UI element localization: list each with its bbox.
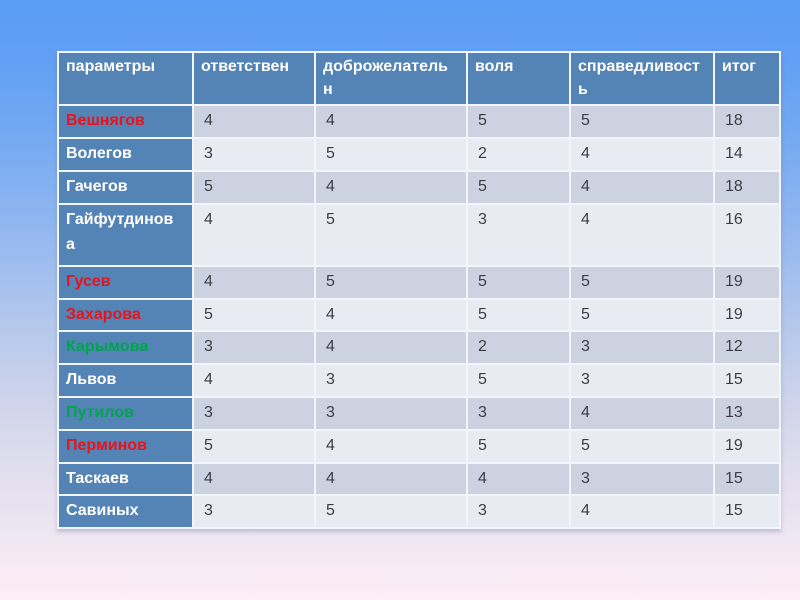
table-row: Львов 4 3 5 3 15 bbox=[57, 363, 781, 399]
column-header: итог bbox=[713, 50, 781, 107]
score-cell: 4 bbox=[314, 428, 468, 464]
total-cell: 19 bbox=[713, 428, 781, 464]
score-cell: 5 bbox=[466, 104, 571, 140]
table-row: Гусев 4 5 5 5 19 bbox=[57, 264, 781, 300]
score-cell: 5 bbox=[192, 297, 316, 333]
student-name-cell: Гачегов bbox=[57, 170, 194, 205]
total-cell: 16 bbox=[713, 202, 781, 267]
score-cell: 4 bbox=[192, 461, 316, 497]
score-cell: 5 bbox=[466, 264, 571, 300]
student-name-cell: Львов bbox=[57, 363, 194, 399]
score-cell: 4 bbox=[569, 396, 715, 431]
student-name-cell: Гусев bbox=[57, 264, 194, 300]
score-cell: 4 bbox=[314, 461, 468, 497]
score-cell: 4 bbox=[314, 170, 468, 205]
table-row: Захарова 5 4 5 5 19 bbox=[57, 297, 781, 333]
score-cell: 4 bbox=[569, 494, 715, 530]
score-cell: 3 bbox=[192, 494, 316, 530]
total-cell: 13 bbox=[713, 396, 781, 431]
scores-table: параметры ответствен доброжелательн воля спр… bbox=[57, 50, 781, 530]
score-cell: 5 bbox=[466, 428, 571, 464]
score-cell: 5 bbox=[466, 170, 571, 205]
score-cell: 5 bbox=[314, 137, 468, 173]
table-row: Путилов 3 3 3 4 13 bbox=[57, 396, 781, 431]
table-row: Волегов 3 5 2 4 14 bbox=[57, 137, 781, 173]
score-cell: 3 bbox=[569, 330, 715, 366]
score-cell: 3 bbox=[466, 494, 571, 530]
score-cell: 5 bbox=[192, 428, 316, 464]
score-cell: 5 bbox=[569, 264, 715, 300]
table-row: Карымова 3 4 2 3 12 bbox=[57, 330, 781, 366]
score-cell: 2 bbox=[466, 330, 571, 366]
score-cell: 4 bbox=[569, 137, 715, 173]
score-cell: 5 bbox=[569, 297, 715, 333]
score-cell: 4 bbox=[569, 170, 715, 205]
student-name-cell: Вешнягов bbox=[57, 104, 194, 140]
table-row: Савиных 3 5 3 4 15 bbox=[57, 494, 781, 530]
table-row: Гайфутдинова 4 5 3 4 16 bbox=[57, 202, 781, 267]
score-cell: 5 bbox=[569, 428, 715, 464]
score-cell: 4 bbox=[192, 202, 316, 267]
total-cell: 15 bbox=[713, 494, 781, 530]
total-cell: 19 bbox=[713, 264, 781, 300]
score-cell: 3 bbox=[466, 396, 571, 431]
score-cell: 4 bbox=[314, 104, 468, 140]
score-cell: 4 bbox=[466, 461, 571, 497]
total-cell: 12 bbox=[713, 330, 781, 366]
score-cell: 5 bbox=[314, 494, 468, 530]
score-cell: 4 bbox=[314, 297, 468, 333]
score-cell: 5 bbox=[569, 104, 715, 140]
student-name-cell: Перминов bbox=[57, 428, 194, 464]
score-cell: 5 bbox=[314, 202, 468, 267]
score-cell: 4 bbox=[192, 363, 316, 399]
score-cell: 5 bbox=[314, 264, 468, 300]
score-cell: 3 bbox=[314, 363, 468, 399]
total-cell: 19 bbox=[713, 297, 781, 333]
column-header: доброжелательн bbox=[314, 50, 468, 107]
student-name-cell: Таскаев bbox=[57, 461, 194, 497]
table-row: Гачегов 5 4 5 4 18 bbox=[57, 170, 781, 205]
score-cell: 3 bbox=[192, 330, 316, 366]
total-cell: 18 bbox=[713, 104, 781, 140]
score-cell: 3 bbox=[314, 396, 468, 431]
table-header-row: параметры ответствен доброжелательн воля спр… bbox=[57, 50, 781, 107]
score-cell: 4 bbox=[192, 104, 316, 140]
score-cell: 3 bbox=[569, 461, 715, 497]
column-header: справедливость bbox=[569, 50, 715, 107]
score-cell: 4 bbox=[314, 330, 468, 366]
total-cell: 15 bbox=[713, 461, 781, 497]
table-row: Вешнягов 4 4 5 5 18 bbox=[57, 104, 781, 140]
student-name-cell: Савиных bbox=[57, 494, 194, 530]
table-row: Перминов 5 4 5 5 19 bbox=[57, 428, 781, 464]
total-cell: 14 bbox=[713, 137, 781, 173]
student-name-cell: Гайфутдинова bbox=[57, 202, 194, 267]
column-header: ответствен bbox=[192, 50, 316, 107]
score-cell: 3 bbox=[192, 396, 316, 431]
table-body: Вешнягов 4 4 5 5 18 Волегов 3 5 2 4 14 Гачегов 5 4 5 4 18… bbox=[57, 104, 781, 530]
score-cell: 5 bbox=[466, 297, 571, 333]
student-name-cell: Захарова bbox=[57, 297, 194, 333]
score-cell: 3 bbox=[466, 202, 571, 267]
column-header: воля bbox=[466, 50, 571, 107]
score-cell: 5 bbox=[466, 363, 571, 399]
score-cell: 3 bbox=[569, 363, 715, 399]
total-cell: 15 bbox=[713, 363, 781, 399]
student-name-cell: Карымова bbox=[57, 330, 194, 366]
score-cell: 5 bbox=[192, 170, 316, 205]
score-cell: 2 bbox=[466, 137, 571, 173]
score-cell: 4 bbox=[192, 264, 316, 300]
score-cell: 4 bbox=[569, 202, 715, 267]
student-name-cell: Путилов bbox=[57, 396, 194, 431]
score-cell: 3 bbox=[192, 137, 316, 173]
total-cell: 18 bbox=[713, 170, 781, 205]
student-name-cell: Волегов bbox=[57, 137, 194, 173]
column-header: параметры bbox=[57, 50, 194, 107]
table-row: Таскаев 4 4 4 3 15 bbox=[57, 461, 781, 497]
